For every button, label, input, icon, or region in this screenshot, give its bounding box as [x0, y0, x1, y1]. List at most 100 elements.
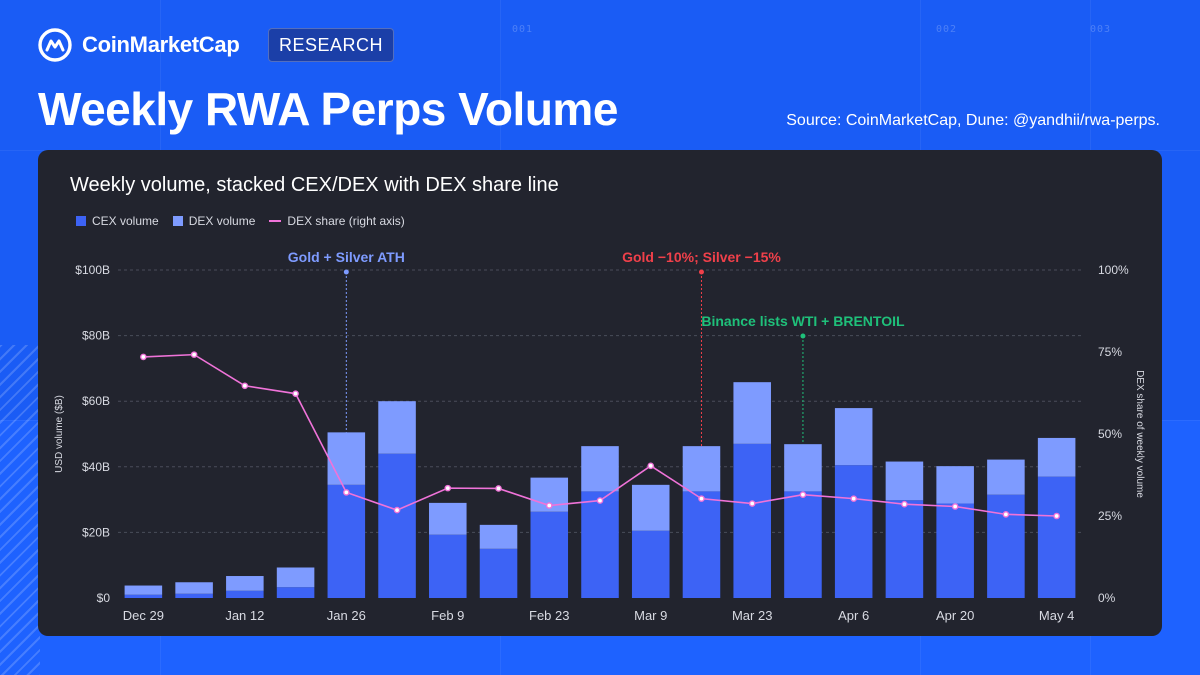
bar-dex: [936, 466, 974, 504]
bar-cex: [276, 587, 315, 598]
dex-share-point: [393, 506, 401, 514]
bar-dex: [175, 582, 213, 594]
y2-tick-label: 100%: [1098, 263, 1129, 277]
dex-share-point: [850, 495, 857, 502]
bar-cex: [124, 594, 163, 598]
legend-swatch-dex: [172, 216, 183, 226]
annotation-dot: [698, 269, 704, 275]
annotation-label: Gold −10%; Silver −15%: [622, 249, 781, 265]
y-tick-label: $40B: [82, 460, 110, 474]
x-tick-label: Feb 23: [529, 608, 569, 623]
source-note: Source: CoinMarketCap, Dune: @yandhii/rw…: [786, 112, 1160, 129]
bar-cex: [429, 534, 467, 598]
y2-tick-label: 25%: [1098, 509, 1122, 523]
bar-dex: [631, 484, 670, 531]
bar-dex: [682, 446, 721, 492]
background-code-1: 001: [512, 24, 534, 35]
bar-cex: [885, 500, 924, 598]
dex-share-point: [495, 485, 502, 492]
dex-share-point: [292, 390, 299, 397]
research-badge: RESEARCH: [268, 28, 395, 62]
bar-cex: [834, 465, 873, 598]
dex-share-point: [140, 353, 147, 361]
dex-share-point: [698, 495, 705, 502]
page-title: Weekly RWA Perps Volume: [38, 83, 618, 135]
y-axis-title: USD volume ($B): [54, 395, 65, 473]
bar-dex: [733, 382, 771, 444]
bar-dex: [378, 401, 416, 454]
dex-share-point: [190, 351, 198, 358]
y-tick-label: $60B: [82, 394, 110, 408]
legend-label-cex: CEX volume: [92, 214, 159, 228]
y2-tick-label: 0%: [1098, 591, 1116, 605]
chart-title: Weekly volume, stacked CEX/DEX with DEX …: [70, 174, 559, 196]
background-code-2: 002: [936, 24, 958, 35]
chart-plot: $0 $20B $40B $60B $80B $100B 0% 25% 50% 75% 100% US…: [54, 249, 1145, 623]
bar-cex: [987, 494, 1025, 598]
x-tick-label: May 4: [1039, 608, 1074, 623]
x-tick-label: Jan 26: [327, 608, 366, 623]
bar-cex: [479, 548, 518, 598]
bar-cex: [936, 503, 974, 598]
dex-share-point: [1002, 511, 1010, 518]
dex-share-point: [748, 500, 756, 507]
coinmarketcap-logo-icon: [38, 28, 72, 62]
bar-cex: [631, 530, 670, 598]
x-tick-label: Dec 29: [123, 608, 164, 623]
bar-dex: [276, 567, 315, 588]
dex-share-point: [1053, 512, 1060, 520]
bar-cex: [226, 590, 264, 598]
dex-share-point: [545, 502, 553, 509]
legend-item-share: DEX share (right axis): [269, 214, 405, 228]
bar-cex: [784, 491, 822, 598]
y-tick-label: $100B: [75, 263, 110, 277]
y2-tick-label: 50%: [1098, 427, 1122, 441]
annotation-label: Binance lists WTI + BRENTOIL: [701, 313, 905, 329]
annotation-label: Gold + Silver ATH: [288, 249, 405, 265]
chart-legend: CEX volume DEX volume DEX share (right a…: [76, 214, 419, 228]
background-code-3: 003: [1090, 24, 1112, 35]
dex-share-point: [343, 489, 350, 496]
bar-dex: [327, 432, 366, 485]
x-tick-label: Apr 20: [936, 608, 974, 623]
bar-cex: [1037, 476, 1076, 598]
bar-dex: [124, 585, 163, 595]
x-tick-label: Feb 9: [431, 608, 464, 623]
dex-share-point: [444, 484, 452, 492]
bar-dex: [226, 576, 264, 591]
bar-dex: [429, 502, 467, 535]
bar-cex: [733, 443, 771, 598]
y-tick-label: $0: [97, 591, 111, 605]
legend-item-cex: CEX volume: [76, 214, 159, 228]
dex-share-point: [901, 500, 908, 508]
bar-dex: [1037, 437, 1076, 477]
y-tick-label: $80B: [82, 329, 110, 343]
legend-swatch-cex: [76, 216, 86, 226]
legend-label-share: DEX share (right axis): [287, 214, 405, 228]
annotation-dot: [800, 333, 806, 339]
bar-dex: [784, 444, 822, 492]
y2-tick-label: 75%: [1098, 345, 1122, 359]
y-tick-label: $20B: [82, 525, 110, 539]
chart-panel: Weekly volume, stacked CEX/DEX with DEX …: [38, 150, 1162, 636]
bar-dex: [479, 524, 518, 549]
x-tick-label: Apr 6: [838, 608, 869, 623]
dex-share-point: [951, 503, 959, 510]
bar-cex: [581, 491, 619, 598]
decorative-stripes: [0, 345, 40, 675]
brand-name: CoinMarketCap: [82, 32, 240, 57]
dex-share-point: [647, 462, 655, 470]
annotation-dot: [343, 269, 349, 275]
y2-axis-title: DEX share of weekly volume: [1134, 370, 1145, 498]
bar-cex: [378, 453, 416, 598]
legend-item-dex: DEX volume: [172, 214, 255, 228]
bar-cex: [682, 491, 721, 598]
bar-dex: [987, 459, 1025, 495]
bar-dex: [834, 408, 873, 466]
bar-cex: [175, 593, 213, 598]
bar-cex: [530, 511, 569, 598]
legend-swatch-share: [269, 220, 282, 222]
x-tick-label: Jan 12: [225, 608, 264, 623]
bar-dex: [581, 446, 619, 492]
x-tick-label: Mar 23: [732, 608, 772, 623]
